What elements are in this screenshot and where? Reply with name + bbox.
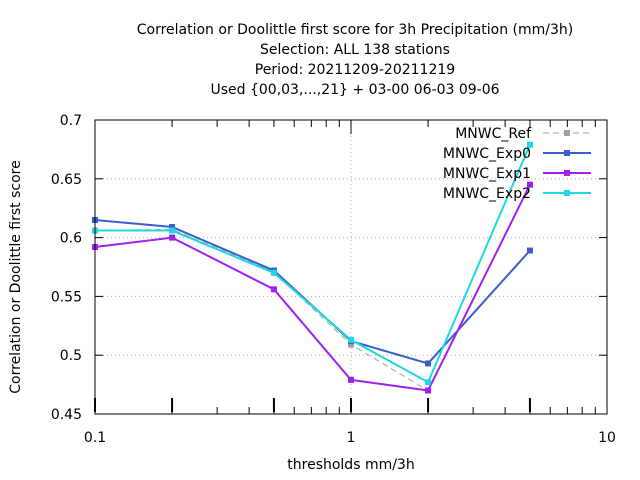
data-point bbox=[169, 234, 176, 241]
series-mnwc-ref bbox=[92, 226, 432, 394]
x-axis-label: thresholds mm/3h bbox=[287, 457, 414, 473]
axis-ticks: 0.45 0.5 0.55 0.6 0.65 0.7 0.1 1 10 bbox=[51, 113, 616, 446]
x-tick-label: 0.1 bbox=[84, 430, 106, 446]
series-group bbox=[92, 141, 533, 394]
plot-frame bbox=[94, 119, 608, 415]
x-tick-label: 1 bbox=[347, 430, 356, 446]
data-point bbox=[348, 341, 354, 348]
y-tick-label: 0.45 bbox=[51, 407, 82, 423]
series-mnwc-exp1 bbox=[92, 181, 533, 394]
legend-label: MNWC_Exp0 bbox=[443, 146, 531, 162]
data-point bbox=[425, 360, 432, 367]
legend-marker bbox=[564, 130, 570, 136]
title-line: Period: 20211209-20211219 bbox=[255, 62, 455, 78]
legend: MNWC_Ref MNWC_Exp0 MNWC_Exp1 MNWC_Exp2 bbox=[443, 126, 591, 202]
data-point bbox=[526, 141, 533, 148]
grid-lines bbox=[95, 120, 607, 414]
data-point bbox=[169, 227, 176, 234]
y-tick-label: 0.55 bbox=[51, 289, 82, 305]
legend-marker bbox=[564, 190, 570, 196]
title-line: Used {00,03,...,21} + 03-00 06-03 09-06 bbox=[210, 82, 499, 98]
series-line bbox=[94, 228, 429, 391]
data-point bbox=[348, 336, 354, 343]
chart-title: Correlation or Doolittle first score for… bbox=[137, 22, 574, 98]
data-point bbox=[348, 376, 354, 383]
data-point bbox=[425, 387, 432, 394]
x-tick-label: 10 bbox=[598, 430, 616, 446]
legend-label: MNWC_Exp1 bbox=[443, 166, 531, 182]
y-axis-label: Correlation or Doolittle first score bbox=[8, 160, 24, 393]
legend-marker bbox=[564, 150, 570, 156]
data-point bbox=[270, 269, 277, 276]
data-point bbox=[526, 181, 533, 188]
data-point bbox=[169, 224, 176, 231]
data-point bbox=[270, 286, 277, 293]
legend-label: MNWC_Ref bbox=[455, 126, 532, 142]
legend-label: MNWC_Exp2 bbox=[443, 186, 531, 202]
y-tick-label: 0.65 bbox=[51, 172, 82, 188]
title-line: Correlation or Doolittle first score for… bbox=[137, 22, 574, 38]
y-tick-label: 0.6 bbox=[60, 231, 82, 247]
legend-marker bbox=[564, 170, 570, 176]
series-line bbox=[94, 218, 531, 365]
title-line: Selection: ALL 138 stations bbox=[260, 42, 450, 58]
y-tick-label: 0.7 bbox=[60, 113, 82, 129]
series-line bbox=[95, 144, 531, 384]
data-point bbox=[425, 379, 432, 386]
y-tick-label: 0.5 bbox=[60, 348, 82, 364]
series-line bbox=[94, 184, 531, 392]
data-point bbox=[526, 247, 533, 254]
